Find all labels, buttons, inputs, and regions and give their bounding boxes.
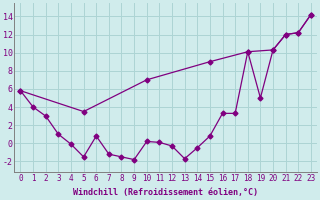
X-axis label: Windchill (Refroidissement éolien,°C): Windchill (Refroidissement éolien,°C) — [73, 188, 258, 197]
